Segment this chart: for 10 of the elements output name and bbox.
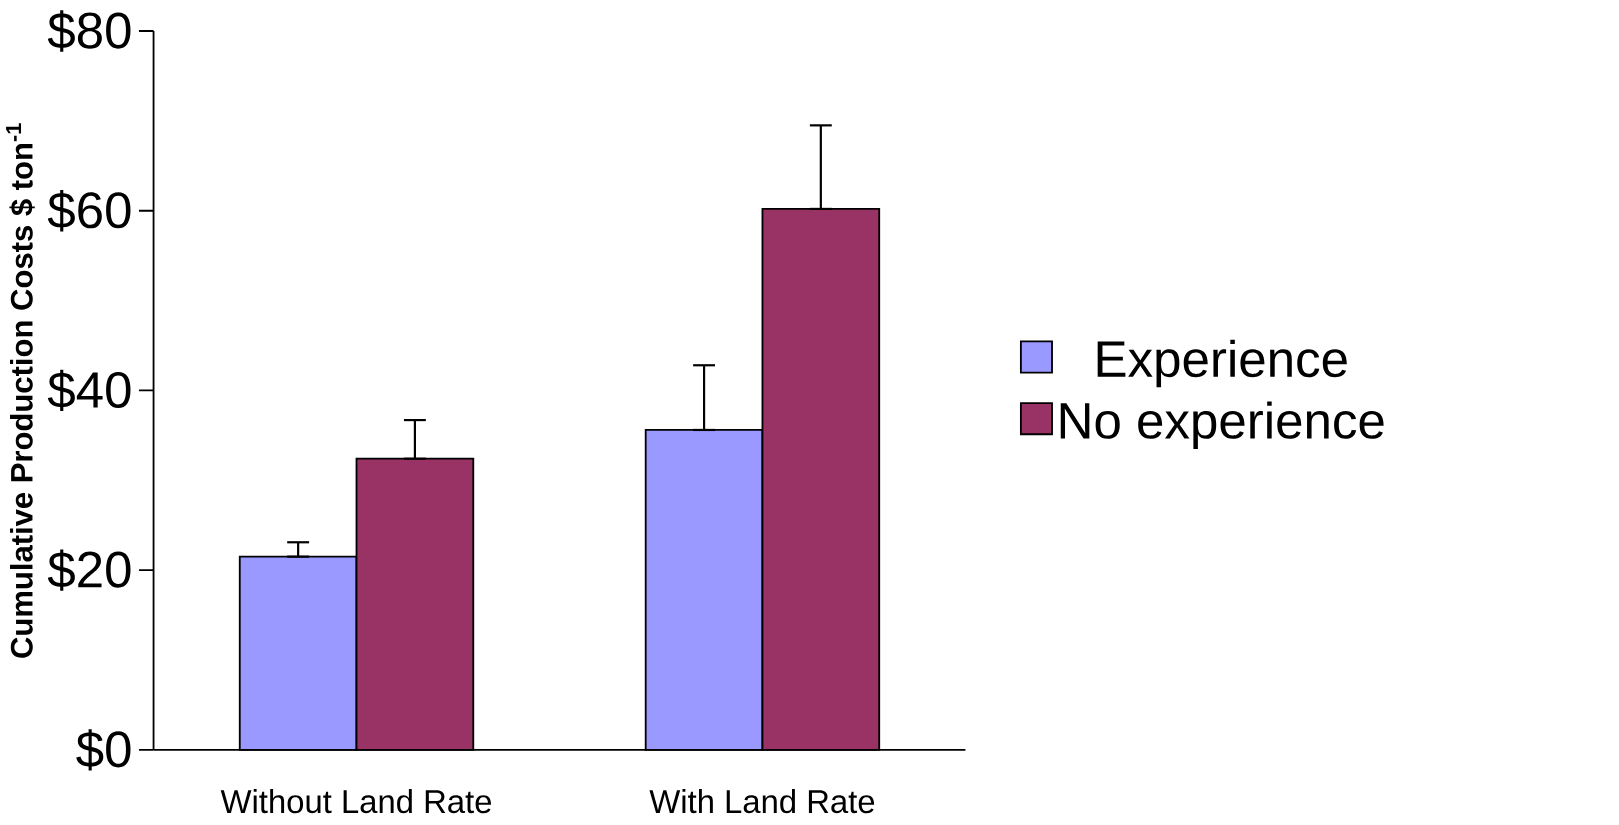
y-tick-label: $80 bbox=[47, 10, 131, 52]
y-tick-label: $0 bbox=[76, 729, 131, 771]
legend-label: No experience bbox=[1060, 401, 1384, 450]
x-tick-label: Without Land Rate bbox=[220, 789, 491, 814]
y-tick-label: $40 bbox=[47, 369, 131, 412]
x-tick-label: With Land Rate bbox=[649, 789, 875, 814]
text: Cumulative Production Costs $ ton$^{-1}$ bbox=[6, 123, 35, 658]
y-tick-label: $20 bbox=[47, 549, 131, 591]
legend-label: Experience bbox=[1097, 339, 1347, 388]
y-tick-label: $60 bbox=[47, 190, 131, 232]
